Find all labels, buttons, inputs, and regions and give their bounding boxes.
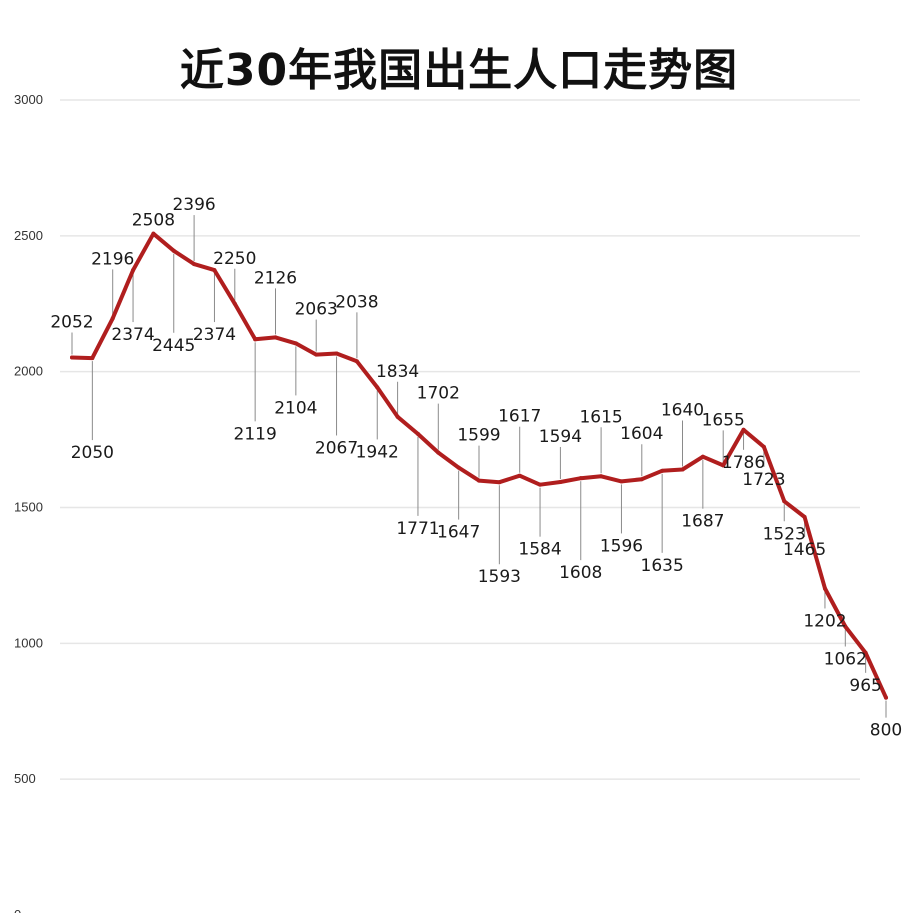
data-point (110, 316, 115, 321)
data-point (802, 515, 807, 520)
data-label: 1523 (763, 524, 806, 544)
data-label: 1594 (539, 427, 582, 447)
data-point (761, 444, 766, 449)
data-label: 2374 (111, 325, 154, 345)
data-label: 1465 (783, 540, 826, 560)
y-tick-label: 2000 (14, 364, 43, 379)
data-label: 1604 (620, 424, 663, 444)
y-tick-label: 1000 (14, 635, 43, 650)
data-point (477, 478, 481, 483)
data-point (680, 467, 685, 472)
data-point (253, 337, 258, 342)
data-point (192, 262, 197, 267)
y-tick-label: 500 (14, 771, 36, 786)
data-label: 2396 (172, 195, 215, 215)
data-point (212, 268, 217, 273)
data-label: 2445 (152, 336, 195, 356)
data-point (558, 479, 563, 484)
data-point (721, 463, 726, 468)
data-point (334, 351, 339, 356)
data-label: 965 (849, 676, 881, 696)
data-label: 1593 (478, 567, 521, 587)
data-point (639, 477, 644, 482)
data-point (395, 414, 400, 419)
data-label: 2063 (295, 300, 338, 320)
data-point (456, 465, 461, 470)
data-point (415, 431, 420, 436)
data-point (436, 450, 441, 455)
data-point (171, 248, 176, 253)
data-label: 2052 (50, 313, 93, 333)
data-label: 2119 (234, 424, 277, 444)
data-label: 1834 (376, 362, 419, 382)
data-label: 1771 (396, 519, 439, 539)
data-point (741, 427, 746, 432)
data-point (497, 480, 502, 485)
data-point (538, 482, 543, 487)
data-label: 2126 (254, 268, 297, 288)
data-point (375, 385, 380, 390)
data-point (822, 586, 827, 591)
data-point (232, 301, 237, 306)
data-label: 1786 (722, 453, 765, 473)
data-point (293, 341, 298, 346)
data-point (660, 468, 665, 473)
data-label: 800 (870, 721, 902, 741)
data-label: 2104 (274, 398, 317, 418)
data-label: 1584 (518, 540, 561, 560)
label-leader-lines (71, 215, 887, 718)
data-point (599, 474, 604, 479)
data-point (354, 359, 359, 364)
gridlines (60, 99, 860, 780)
chart-title: 近30年我国出生人口走势图 (179, 45, 739, 96)
data-point (863, 650, 868, 655)
data-label: 1640 (661, 400, 704, 420)
data-points (70, 231, 888, 700)
data-label: 2250 (213, 249, 256, 269)
data-point (843, 624, 848, 629)
data-label: 1655 (702, 410, 745, 430)
data-label: 1599 (457, 426, 500, 446)
data-point (273, 335, 278, 340)
data-label: 1647 (437, 523, 480, 543)
data-point (619, 479, 624, 484)
data-labels: 2052 2050 2196 2374 2508 2445 2396 2374 2250 2119… (50, 195, 902, 741)
data-label: 1596 (600, 536, 643, 556)
data-label: 1062 (824, 649, 867, 669)
data-point (782, 499, 787, 504)
y-tick-label: 3000 (14, 92, 43, 107)
data-point (884, 695, 888, 700)
data-point (517, 473, 522, 478)
y-axis-tick-labels: 0 500 1000 1500 2000 2500 3000 (14, 92, 43, 913)
data-label: 1687 (681, 512, 724, 532)
data-label: 1635 (641, 556, 684, 576)
data-label: 2038 (335, 292, 378, 312)
data-label: 1617 (498, 407, 541, 427)
data-label: 2196 (91, 249, 134, 269)
data-point (70, 355, 74, 360)
y-tick-label: 1500 (14, 500, 43, 515)
data-point (90, 356, 95, 361)
data-point (151, 231, 156, 236)
data-point (131, 268, 136, 273)
data-point (700, 454, 705, 459)
data-label: 2067 (315, 438, 358, 458)
data-label: 1608 (559, 563, 602, 583)
data-point (578, 476, 583, 481)
y-tick-label: 0 (14, 907, 21, 913)
data-label: 2508 (132, 211, 175, 231)
data-label: 2374 (193, 325, 236, 345)
data-label: 1723 (742, 470, 785, 490)
data-label: 1702 (417, 384, 460, 404)
data-label: 1942 (356, 442, 399, 462)
data-label: 1202 (803, 611, 846, 631)
data-point (314, 352, 319, 357)
data-label: 1615 (579, 407, 622, 427)
y-tick-label: 2500 (14, 228, 43, 243)
data-label: 2050 (71, 443, 114, 463)
